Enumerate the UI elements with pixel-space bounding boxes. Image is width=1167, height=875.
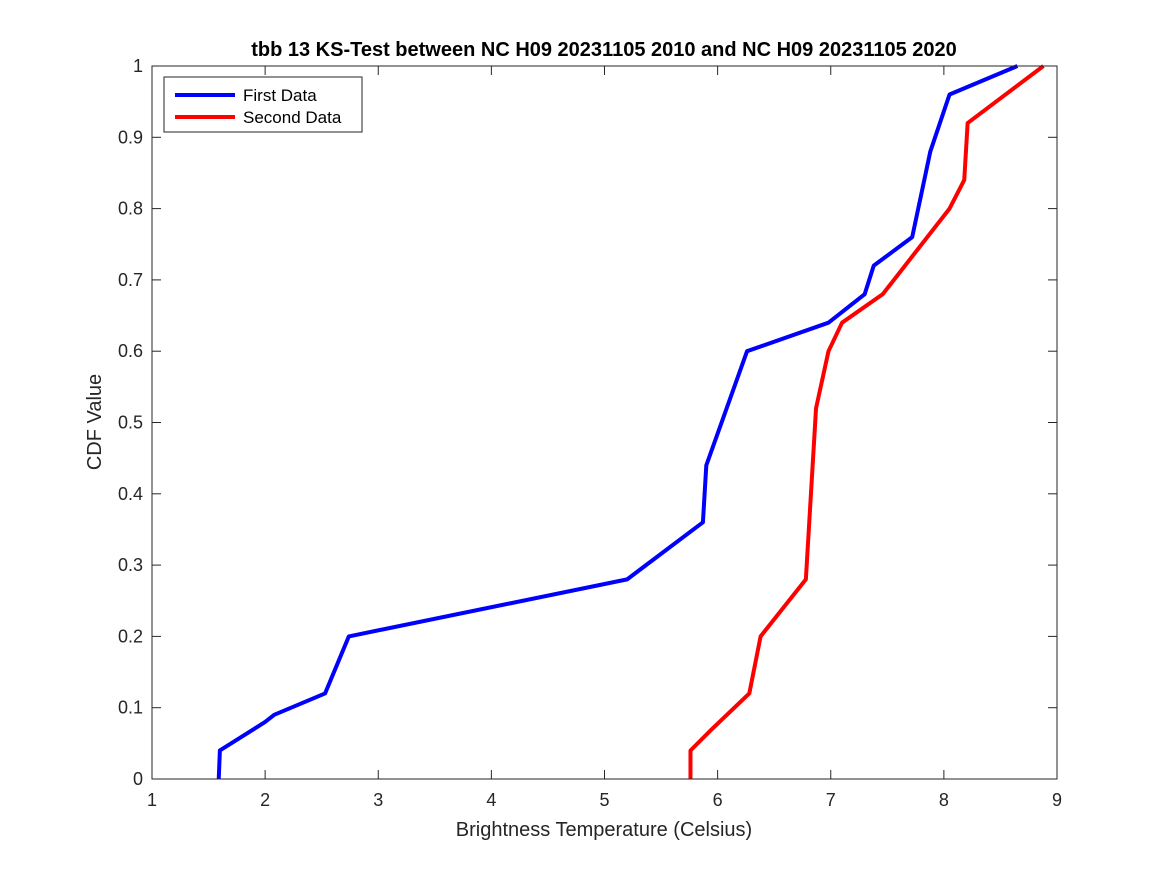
y-tick-label: 0.2 (118, 626, 143, 646)
y-tick-label: 0.5 (118, 413, 143, 433)
y-axis-label: CDF Value (84, 374, 106, 470)
y-tick-label: 0.1 (118, 698, 143, 718)
x-axis-label: Brightness Temperature (Celsius) (456, 819, 752, 841)
x-tick-label: 1 (147, 790, 157, 810)
legend-label-first-data: First Data (243, 86, 317, 105)
y-tick-label: 0.8 (118, 199, 143, 219)
legend: First Data Second Data (163, 76, 363, 133)
x-tick-label: 6 (713, 790, 723, 810)
x-tick-label: 5 (599, 790, 609, 810)
chart-title: tbb 13 KS-Test between NC H09 20231105 2… (251, 39, 957, 61)
x-tick-label: 8 (939, 790, 949, 810)
x-tick-label: 2 (260, 790, 270, 810)
y-tick-label: 0.3 (118, 555, 143, 575)
x-tick-label: 4 (486, 790, 496, 810)
x-tick-label: 9 (1052, 790, 1062, 810)
y-tick-label: 1 (133, 56, 143, 76)
tick-layer: 1 2 3 4 5 6 7 8 9 0 0.1 0.2 0.3 0.4 0.5 0.6 0.7 0.8 0.9 1 (118, 56, 1062, 810)
x-tick-label: 7 (826, 790, 836, 810)
y-tick-label: 0 (133, 769, 143, 789)
series-line-first-data (216, 64, 1019, 780)
series-line-second-data (688, 64, 1045, 779)
legend-box (163, 76, 363, 133)
legend-label-second-data: Second Data (243, 108, 342, 127)
y-tick-label: 0.7 (118, 270, 143, 290)
x-tick-label: 3 (373, 790, 383, 810)
y-tick-label: 0.9 (118, 127, 143, 147)
series-layer (216, 64, 1045, 780)
axes-box (151, 65, 1058, 780)
y-tick-label: 0.4 (118, 484, 143, 504)
y-tick-label: 0.6 (118, 341, 143, 361)
plot-area (152, 66, 1057, 779)
